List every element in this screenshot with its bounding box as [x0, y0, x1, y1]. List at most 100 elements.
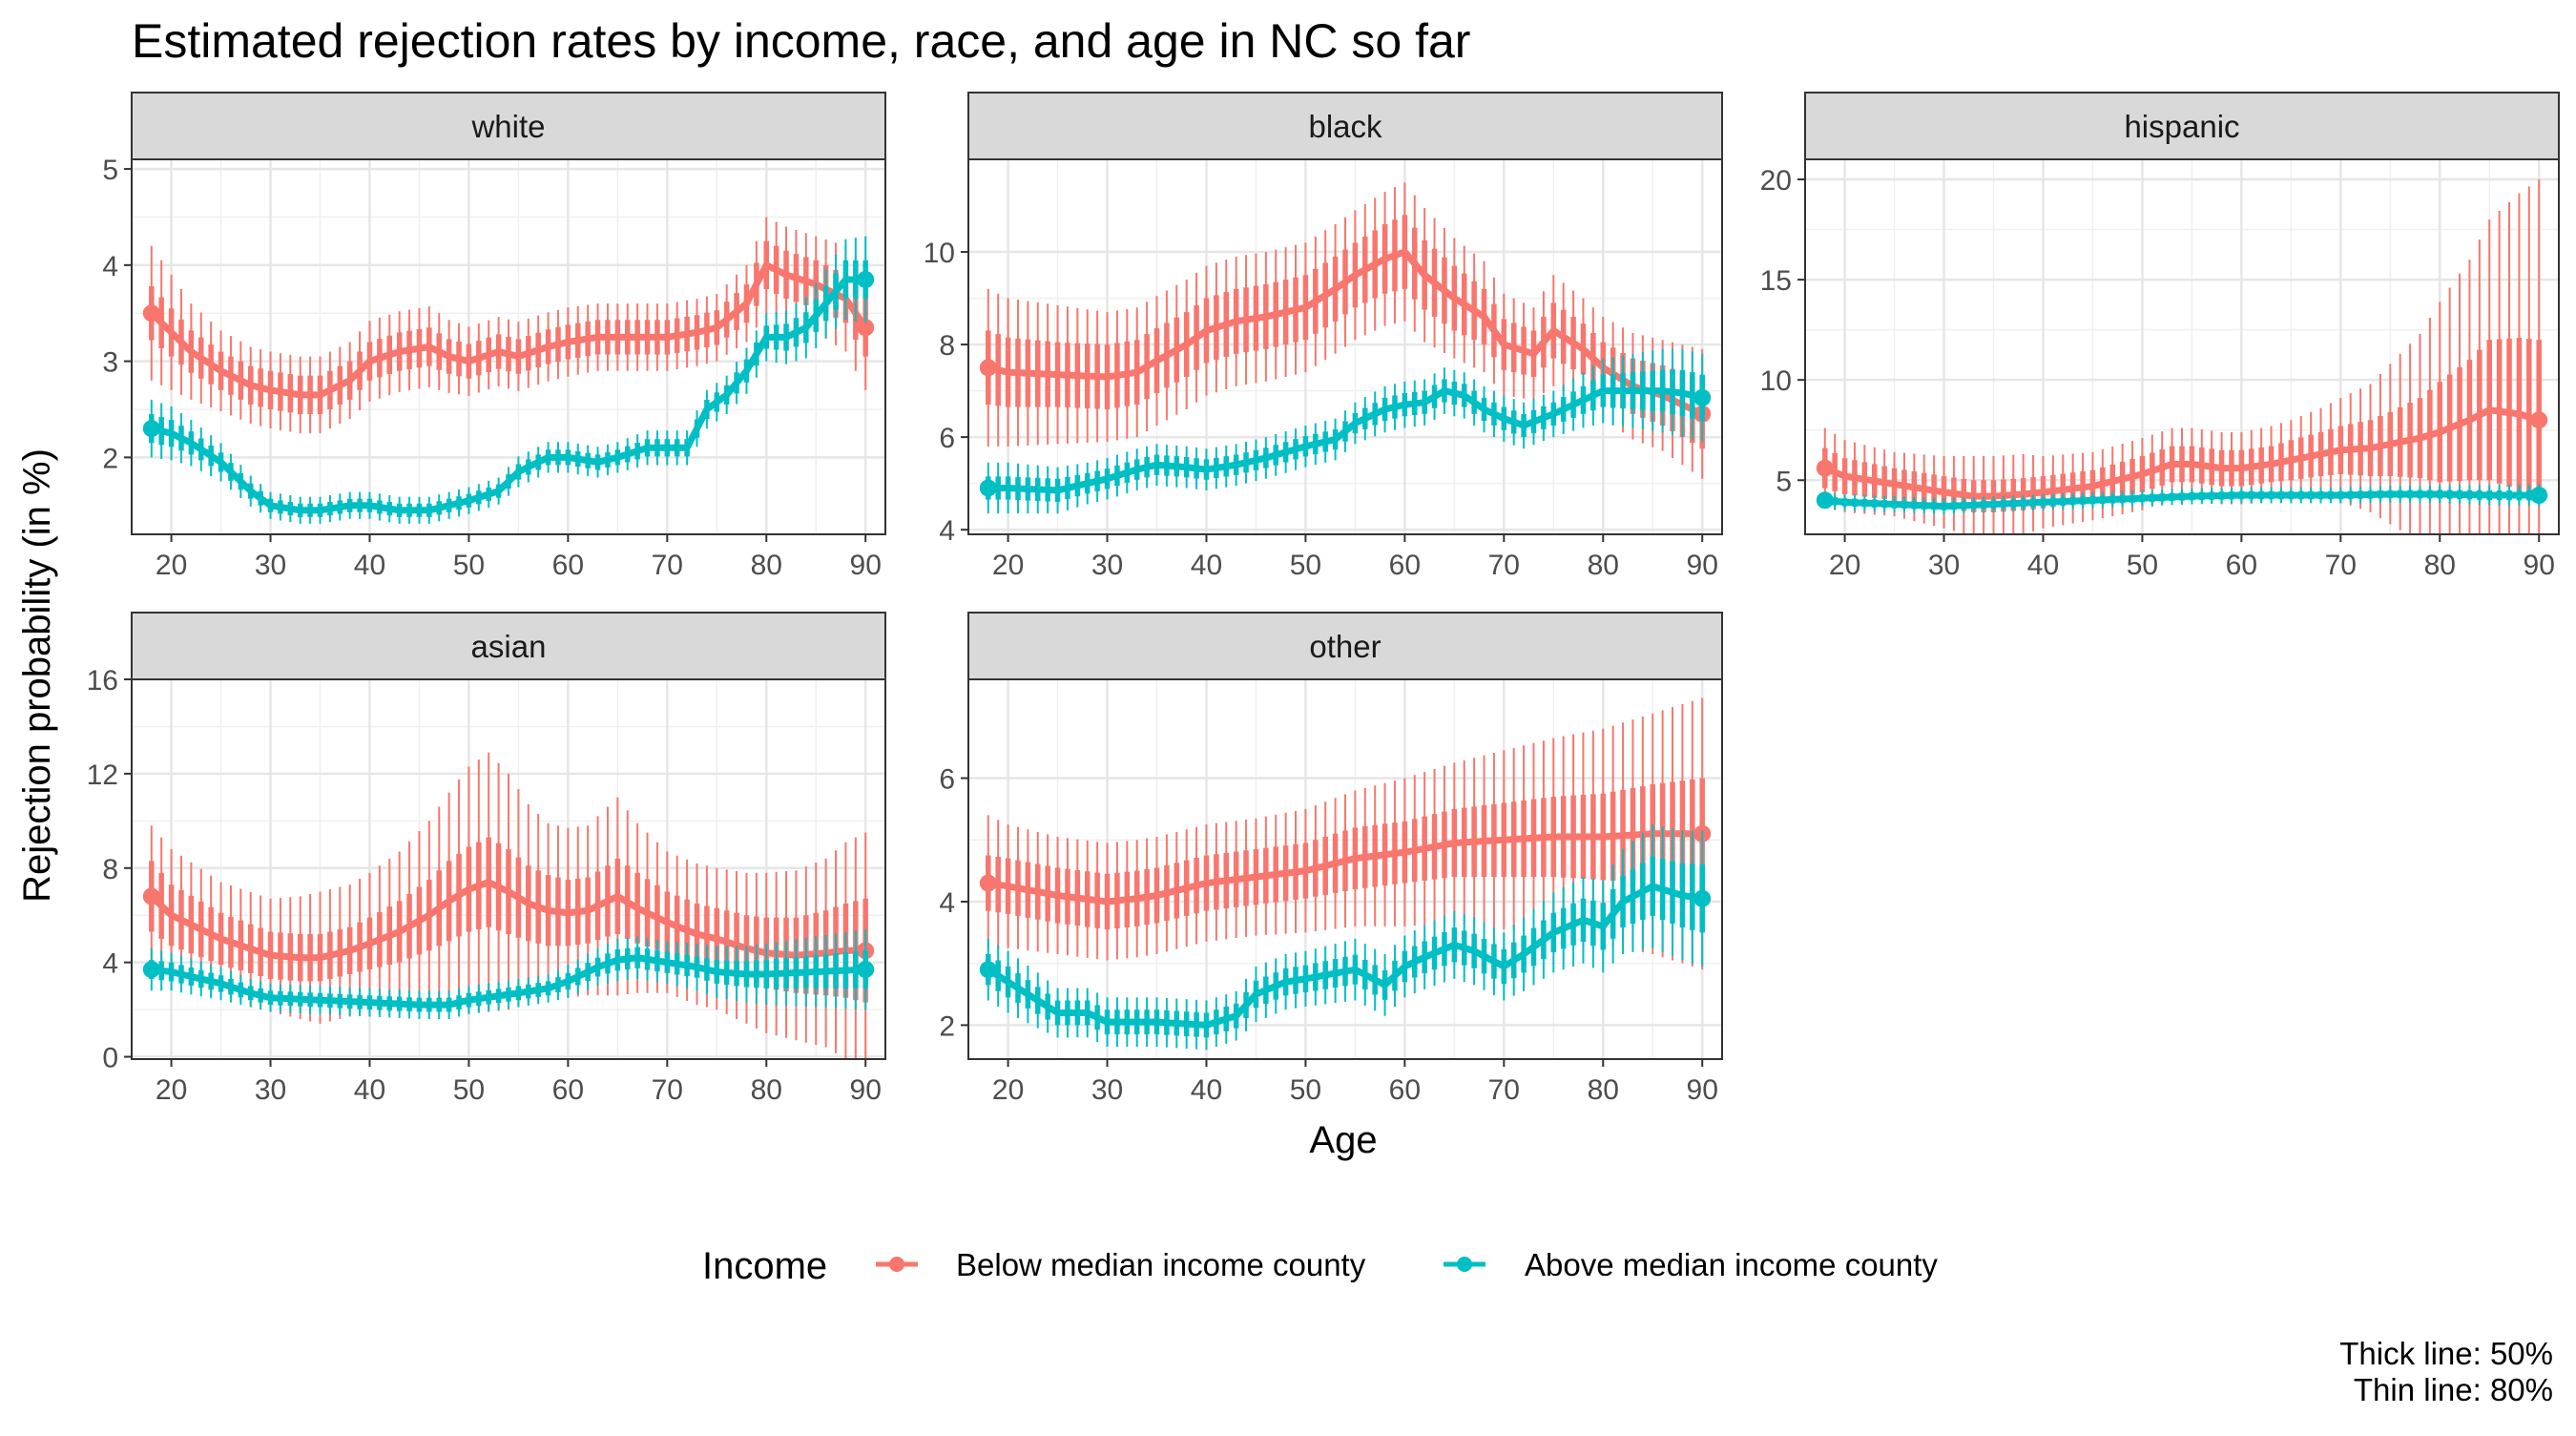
point-start-below	[979, 359, 997, 377]
x-tick-label: 60	[552, 550, 584, 581]
y-tick-label: 20	[1760, 165, 1792, 197]
median-line-above	[986, 883, 1703, 1029]
strip-black	[967, 92, 1723, 160]
point-start-below	[142, 304, 160, 323]
x-tick-label: 80	[1588, 1074, 1619, 1106]
x-tick-label: 40	[354, 1074, 385, 1106]
x-tick-label: 80	[2424, 550, 2456, 581]
series-above-other	[979, 824, 1712, 1051]
x-tick-label: 90	[1687, 1074, 1718, 1106]
x-tick-label: 70	[652, 550, 683, 581]
x-tick-label: 30	[1928, 550, 1960, 581]
series-below-hispanic	[1816, 179, 2548, 534]
strip-label-other: other	[1309, 629, 1381, 664]
y-tick-label: 8	[102, 854, 118, 885]
x-tick-label: 40	[1191, 550, 1222, 581]
y-tick-label: 2	[102, 443, 118, 474]
y-tick-label: 4	[102, 948, 118, 980]
legend-key-above	[1444, 1257, 1485, 1272]
x-tick-label: 50	[1290, 1074, 1321, 1106]
y-axis-label: Rejection probability (in %)	[16, 448, 58, 903]
series-above-asian	[142, 929, 875, 1019]
point-end-above	[857, 961, 875, 979]
y-tick-label: 8	[939, 330, 955, 362]
x-tick-label: 50	[1290, 550, 1321, 581]
x-tick-label: 60	[1389, 1074, 1421, 1106]
series-above-white	[142, 236, 875, 524]
series-above-black	[979, 348, 1712, 514]
strip-label-asian: asian	[471, 629, 547, 664]
point-start-below	[142, 887, 160, 905]
point-start-above	[979, 961, 997, 979]
x-tick-label: 30	[1091, 1074, 1123, 1106]
x-tick-label: 20	[156, 550, 187, 581]
point-start-above	[979, 479, 997, 497]
chart-title: Estimated rejection rates by income, rac…	[132, 14, 1470, 68]
point-end-above	[1693, 889, 1712, 907]
panel-border-asian	[131, 678, 886, 1060]
series-below-white	[142, 217, 875, 434]
x-tick-label: 50	[453, 1074, 485, 1106]
panel-border-hispanic	[1804, 158, 2560, 535]
x-tick-label: 60	[1389, 550, 1421, 581]
panel-border-white	[131, 158, 886, 535]
x-tick-label: 20	[1829, 550, 1860, 581]
x-tick-label: 30	[255, 550, 286, 581]
legend-key-below-dot	[889, 1257, 904, 1272]
x-tick-label: 40	[2027, 550, 2059, 581]
y-tick-label: 6	[939, 423, 955, 454]
x-tick-label: 30	[255, 1074, 286, 1106]
point-start-below	[1816, 459, 1834, 477]
x-tick-label: 50	[453, 550, 485, 581]
x-tick-label: 40	[1191, 1074, 1222, 1106]
y-tick-label: 4	[939, 887, 955, 919]
median-line-below	[1823, 406, 2541, 500]
y-tick-label: 6	[939, 764, 955, 796]
y-tick-label: 10	[1760, 365, 1792, 397]
x-tick-label: 90	[850, 550, 882, 581]
panel-hispanic: hispanic 5 10 15 20 20 30 40 50 60 70 80 90	[1760, 92, 2560, 581]
x-tick-label: 80	[751, 550, 782, 581]
legend-key-below	[876, 1257, 918, 1272]
x-tick-label: 90	[850, 1074, 882, 1106]
y-tick-label: 0	[102, 1043, 118, 1074]
x-tick-label: 60	[552, 1074, 584, 1106]
x-tick-label: 70	[652, 1074, 683, 1106]
panel-other: other 2 4 6 20 30 40 50 60 70 80 90	[939, 612, 1723, 1106]
point-end-above	[2530, 487, 2548, 505]
y-tick-label: 4	[102, 251, 118, 282]
point-end-below	[2530, 411, 2548, 429]
point-start-above	[142, 420, 160, 438]
median-line-above	[151, 954, 866, 1009]
x-tick-label: 80	[751, 1074, 782, 1106]
strip-other	[967, 612, 1723, 680]
strip-white	[131, 92, 886, 160]
x-tick-label: 20	[992, 550, 1024, 581]
point-end-above	[1693, 388, 1712, 406]
y-tick-label: 2	[939, 1010, 955, 1042]
series-above-hispanic	[1816, 484, 2548, 514]
panel-asian: asian 0 4 8 12 16 20 30 40 50 60 70 80 90	[87, 612, 886, 1106]
x-tick-label: 30	[1091, 550, 1123, 581]
y-tick-label: 12	[87, 760, 118, 791]
x-axis-label: Age	[1309, 1119, 1377, 1161]
point-start-above	[142, 961, 160, 979]
strip-hispanic	[1804, 92, 2560, 160]
y-tick-label: 10	[924, 238, 955, 269]
median-line-above	[987, 387, 1704, 494]
x-tick-label: 70	[1488, 550, 1520, 581]
y-tick-label: 5	[1776, 466, 1792, 497]
x-tick-label: 70	[2325, 550, 2357, 581]
strip-label-black: black	[1308, 109, 1382, 144]
panel-border-other	[967, 678, 1723, 1060]
y-tick-label: 15	[1760, 265, 1792, 297]
strip-asian	[131, 612, 886, 680]
median-line-above	[1824, 490, 2540, 510]
panel-white: white 2 3 4 5 20 30 40 50 60 70 80 90	[102, 92, 886, 581]
x-tick-label: 40	[354, 550, 385, 581]
median-line-above	[150, 276, 866, 514]
y-tick-label: 4	[939, 515, 955, 547]
point-end-below	[857, 319, 875, 337]
median-line-below	[987, 830, 1703, 905]
